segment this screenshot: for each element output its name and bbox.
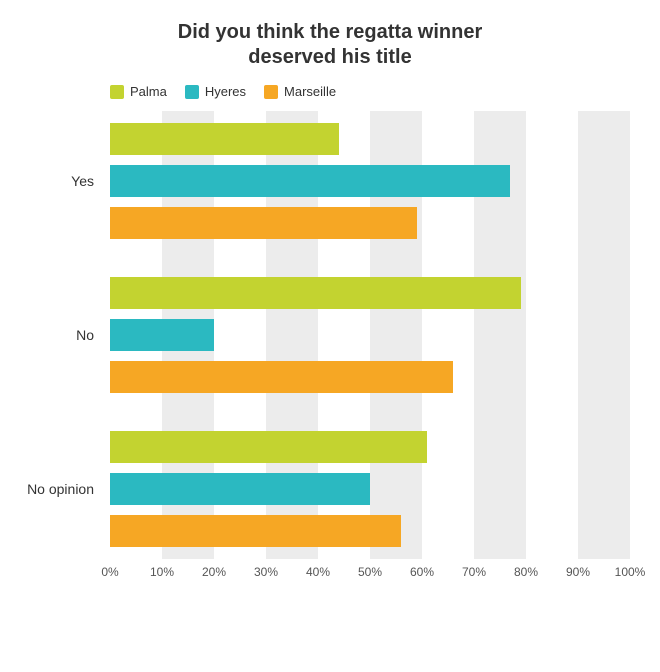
legend-label-palma: Palma [130, 84, 167, 99]
bar [110, 277, 521, 309]
category-label: No [20, 327, 102, 343]
x-axis-tick: 30% [254, 565, 278, 579]
category-label: No opinion [20, 481, 102, 497]
chart-title-line2: deserved his title [248, 46, 411, 68]
legend-swatch-palma [110, 85, 124, 99]
legend-label-marseille: Marseille [284, 84, 336, 99]
x-axis-tick: 20% [202, 565, 226, 579]
legend-swatch-hyeres [185, 85, 199, 99]
bar [110, 431, 427, 463]
x-axis-tick: 0% [101, 565, 118, 579]
category-label: Yes [20, 173, 102, 189]
chart-title: Did you think the regatta winner deserve… [20, 20, 640, 70]
bar [110, 515, 401, 547]
x-axis-tick: 90% [566, 565, 590, 579]
x-axis-tick: 10% [150, 565, 174, 579]
category-group: Yes [110, 123, 630, 239]
category-group: No [110, 277, 630, 393]
legend-item-palma: Palma [110, 84, 167, 99]
legend-label-hyeres: Hyeres [205, 84, 246, 99]
plot-area: Yes No No opinion [110, 111, 630, 559]
legend: Palma Hyeres Marseille [110, 84, 640, 99]
chart-container: Did you think the regatta winner deserve… [0, 0, 660, 672]
x-axis-tick: 50% [358, 565, 382, 579]
legend-item-marseille: Marseille [264, 84, 336, 99]
bar [110, 361, 453, 393]
x-axis: 0%10%20%30%40%50%60%70%80%90%100% [110, 559, 630, 587]
bar [110, 165, 510, 197]
x-axis-tick: 80% [514, 565, 538, 579]
x-axis-tick: 60% [410, 565, 434, 579]
x-axis-tick: 40% [306, 565, 330, 579]
legend-item-hyeres: Hyeres [185, 84, 246, 99]
bar [110, 473, 370, 505]
bar [110, 207, 417, 239]
x-axis-tick: 100% [615, 565, 646, 579]
category-group: No opinion [110, 431, 630, 547]
x-axis-tick: 70% [462, 565, 486, 579]
bar [110, 123, 339, 155]
legend-swatch-marseille [264, 85, 278, 99]
chart-title-line1: Did you think the regatta winner [178, 21, 482, 43]
bar [110, 319, 214, 351]
